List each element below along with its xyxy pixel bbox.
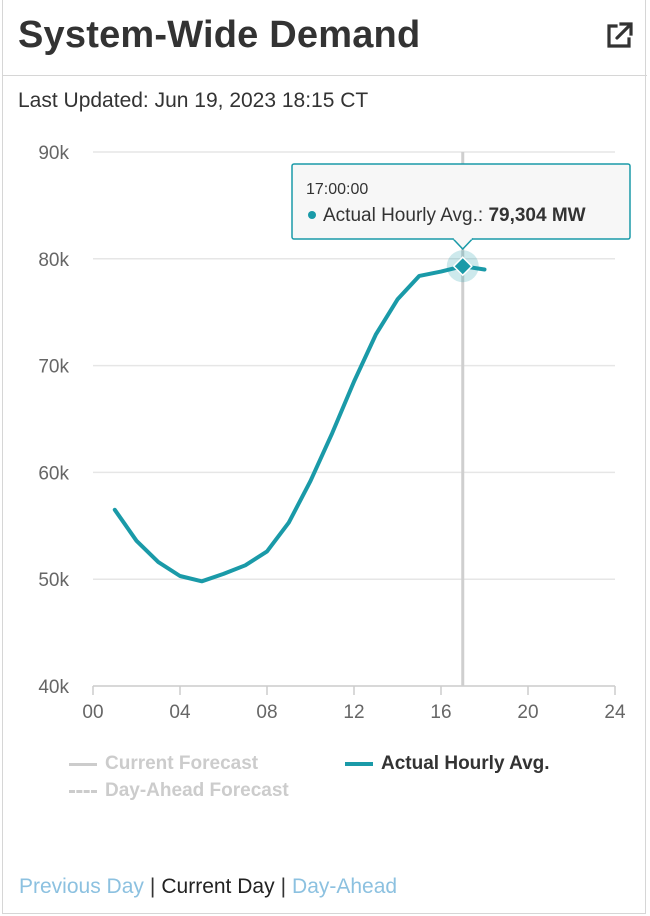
tooltip-series-dot xyxy=(308,211,316,219)
legend-swatch xyxy=(345,762,373,766)
tooltip-value: 79,304 MW xyxy=(488,205,585,226)
tooltip-series-label: Actual Hourly Avg.: xyxy=(323,205,488,226)
x-tick-label: 08 xyxy=(256,702,277,723)
tooltip-box xyxy=(291,163,631,240)
x-tick-label: 00 xyxy=(82,702,103,723)
legend-swatch xyxy=(69,789,97,793)
page-title: System-Wide Demand xyxy=(18,14,421,56)
tooltip-time: 17:00:00 xyxy=(306,181,368,198)
series-layer xyxy=(112,250,487,584)
y-tick-label: 90k xyxy=(38,143,69,164)
current-day-label: Current Day xyxy=(161,875,275,898)
y-tick-label: 60k xyxy=(38,463,69,484)
previous-day-link[interactable]: Previous Day xyxy=(19,875,144,898)
legend-actual-hourly-avg[interactable]: Actual Hourly Avg. xyxy=(345,753,550,775)
day-ahead-link[interactable]: Day-Ahead xyxy=(292,875,398,898)
series-line-actual-hourly-avg xyxy=(112,264,487,584)
legend-label: Actual Hourly Avg. xyxy=(381,753,550,774)
legend-label: Day-Ahead Forecast xyxy=(105,780,289,801)
axis-layer: 40k 50k 60k 70k 80k 90k 00 04 08 12 16 20 24 xyxy=(38,143,626,723)
tooltip-layer: 17:00:00 Actual Hourly Avg.: 79,304 MW xyxy=(291,163,631,251)
legend-swatch xyxy=(69,762,97,766)
day-navigation: Previous Day | Current Day | Day-Ahead xyxy=(19,875,397,899)
legend-label: Current Forecast xyxy=(105,753,259,774)
x-tick-label: 24 xyxy=(604,702,626,723)
card-header: System-Wide Demand xyxy=(3,0,647,76)
legend-current-forecast[interactable]: Current Forecast xyxy=(69,753,258,775)
y-tick-label: 80k xyxy=(38,250,69,271)
x-tick-label: 16 xyxy=(430,702,451,723)
last-updated: Last Updated: Jun 19, 2023 18:15 CT xyxy=(18,89,369,112)
tooltip-pointer xyxy=(452,237,474,251)
legend-day-ahead-forecast[interactable]: Day-Ahead Forecast xyxy=(69,780,289,802)
hover-marker xyxy=(452,256,473,277)
separator: | xyxy=(280,875,287,898)
demand-chart: 40k 50k 60k 70k 80k 90k 00 04 08 12 16 20 24 17:00:0… xyxy=(38,143,631,723)
tooltip-value-line: Actual Hourly Avg.: 79,304 MW xyxy=(323,205,586,226)
x-tick-label: 04 xyxy=(169,702,191,723)
external-link-icon[interactable] xyxy=(603,20,635,52)
y-tick-label: 50k xyxy=(38,570,69,591)
x-tick-label: 12 xyxy=(343,702,364,723)
separator: | xyxy=(149,875,156,898)
x-tick-label: 20 xyxy=(517,702,538,723)
y-tick-label: 70k xyxy=(38,357,69,378)
y-tick-label: 40k xyxy=(38,677,69,698)
